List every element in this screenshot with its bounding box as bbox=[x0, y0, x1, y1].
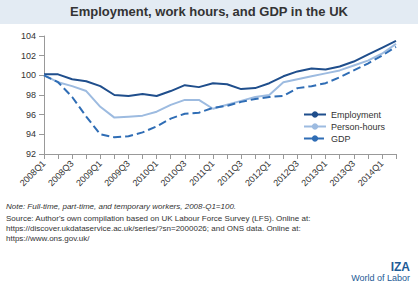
svg-text:2009Q1: 2009Q1 bbox=[74, 158, 104, 188]
svg-text:2012Q1: 2012Q1 bbox=[243, 158, 273, 188]
svg-text:94: 94 bbox=[26, 129, 36, 139]
svg-text:2013Q1: 2013Q1 bbox=[299, 158, 329, 188]
svg-text:2008Q1: 2008Q1 bbox=[18, 158, 48, 188]
svg-text:104: 104 bbox=[21, 31, 36, 41]
svg-text:2014Q1: 2014Q1 bbox=[356, 158, 386, 188]
svg-text:96: 96 bbox=[26, 110, 36, 120]
svg-text:Employment: Employment bbox=[331, 110, 382, 120]
svg-text:2008Q3: 2008Q3 bbox=[46, 158, 76, 188]
svg-text:2009Q3: 2009Q3 bbox=[102, 158, 132, 188]
html-text:Employment, work hours, and GD: Employment, work hours, and GDP in the U… bbox=[70, 4, 348, 19]
svg-text:2013Q3: 2013Q3 bbox=[328, 158, 358, 188]
svg-text:GDP: GDP bbox=[331, 134, 351, 144]
html-text:World of Labor: World of Labor bbox=[351, 273, 410, 283]
svg-text:2012Q3: 2012Q3 bbox=[271, 158, 301, 188]
svg-text:2011Q1: 2011Q1 bbox=[187, 158, 216, 187]
svg-text:2011Q3: 2011Q3 bbox=[215, 158, 244, 187]
svg-text:98: 98 bbox=[26, 90, 36, 100]
svg-text:Person-hours: Person-hours bbox=[331, 122, 386, 132]
svg-text:92: 92 bbox=[26, 149, 36, 159]
svg-text:102: 102 bbox=[21, 51, 36, 61]
html-text:Note: Full-time, part-time, an: Note: Full-time, part-time, and temporar… bbox=[6, 202, 237, 211]
html-text:IZA: IZA bbox=[390, 260, 410, 274]
html-text:Source: Author's own compilati: Source: Author's own compilation based o… bbox=[6, 214, 311, 243]
svg-text:100: 100 bbox=[21, 70, 36, 80]
svg-text:2010Q3: 2010Q3 bbox=[159, 158, 189, 188]
svg-text:2010Q1: 2010Q1 bbox=[130, 158, 160, 188]
